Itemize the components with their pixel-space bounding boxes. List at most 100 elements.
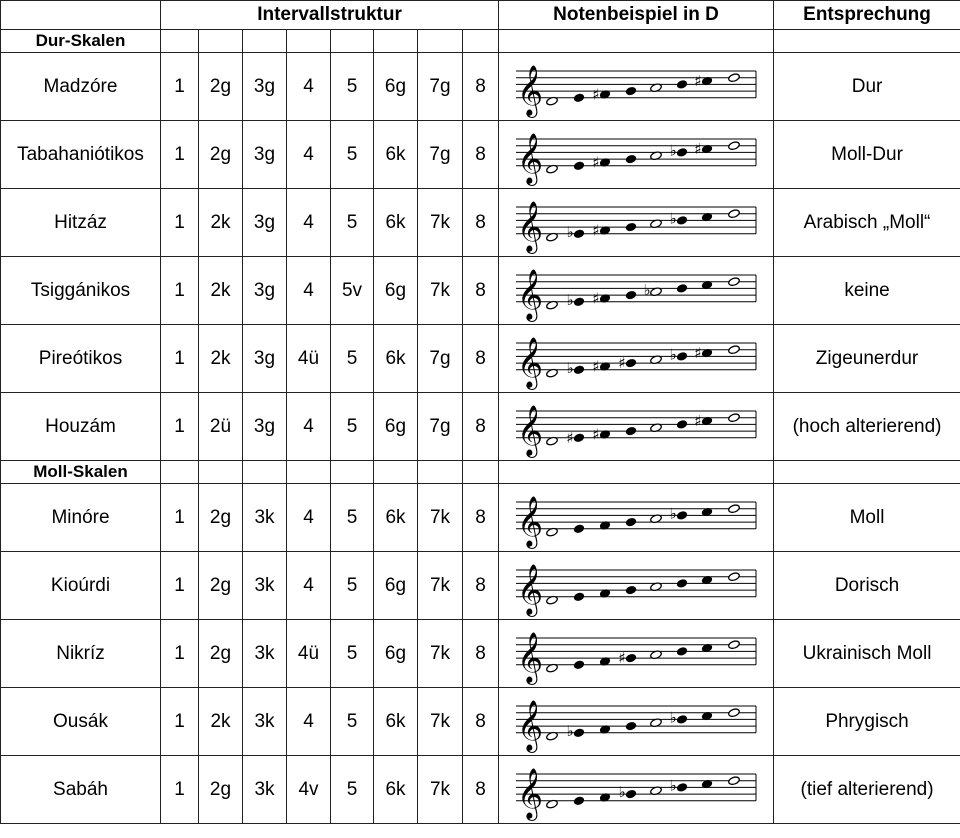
interval-cell: 5 [330, 755, 374, 824]
quarter-note [701, 712, 713, 721]
interval-cell: 7k [417, 483, 463, 552]
header-empty [0, 0, 161, 30]
quarter-note [599, 430, 611, 439]
equivalent-cell: (hoch alterierend) [773, 392, 960, 461]
sharp-icon: ♯ [592, 153, 599, 171]
empty-cell [242, 29, 287, 53]
interval-cell: 8 [461, 392, 500, 461]
treble-clef-icon: 𝄞 [517, 768, 543, 821]
quarter-note [625, 291, 637, 300]
scale-row: Nikríz 1 2g 3k 4ü 5 6g 7k 8 𝄞 ♯ Ukrainisch Moll [0, 619, 960, 688]
interval-cell: 7k [417, 551, 463, 620]
half-note [546, 436, 558, 446]
half-note [650, 83, 662, 93]
header-notes: Notenbeispiel in D [498, 0, 775, 30]
interval-cell: 3g [242, 256, 287, 325]
staff: 𝄞 ♯ ♯ ♯ [516, 405, 757, 458]
notation-cell: 𝄞 ♯ ♯ ♯ [498, 392, 775, 461]
quarter-note [599, 725, 611, 734]
scale-row: Minóre 1 2g 3k 4 5 6k 7k 8 𝄞 ♭ Moll [0, 483, 960, 552]
interval-cell: 2g [198, 619, 243, 688]
interval-cell: 2ü [198, 392, 243, 461]
empty-cell [773, 460, 960, 484]
flat-icon: ♭ [669, 504, 676, 522]
quarter-note [701, 213, 713, 222]
flat-icon: ♭ [669, 345, 676, 363]
quarter-note [701, 145, 713, 154]
empty-cell [286, 29, 331, 53]
staff: 𝄞 ♭ ♯ ♯ ♭ ♯ [516, 337, 757, 390]
section-row: Moll-Skalen [0, 460, 960, 484]
sharp-icon: ♯ [592, 289, 599, 307]
quarter-note [701, 780, 713, 789]
interval-cell: 6g [373, 551, 418, 620]
interval-cell: 1 [160, 483, 199, 552]
half-note [546, 164, 558, 174]
notation-cell: 𝄞 ♯ ♭ ♯ [498, 120, 775, 189]
empty-cell [417, 460, 463, 484]
notation-cell: 𝄞 ♭ ♭ [498, 687, 775, 756]
sharp-icon: ♯ [592, 221, 599, 239]
sharp-icon: ♯ [592, 425, 599, 443]
interval-cell: 5 [330, 619, 374, 688]
interval-cell: 7k [417, 687, 463, 756]
quarter-note [676, 647, 688, 656]
interval-cell: 4 [286, 120, 331, 189]
treble-clef-icon: 𝄞 [517, 133, 543, 186]
interval-cell: 8 [461, 687, 500, 756]
quarter-note [573, 229, 585, 238]
interval-cell: 3k [242, 755, 287, 824]
quarter-note [701, 77, 713, 86]
notation-cell: 𝄞 ♭ ♯ ♭ [498, 256, 775, 325]
interval-cell: 5 [330, 120, 374, 189]
interval-cell: 6k [373, 120, 418, 189]
sharp-icon: ♯ [566, 429, 573, 447]
half-note [728, 141, 740, 150]
half-note [546, 799, 558, 809]
notation-cell: 𝄞 ♭ [498, 483, 775, 552]
interval-cell: 1 [160, 687, 199, 756]
quarter-note [625, 518, 637, 527]
interval-cell: 1 [160, 324, 199, 393]
notation-cell: 𝄞 ♯ [498, 619, 775, 688]
scale-row: Hitzáz 1 2k 3g 4 5 6k 7k 8 𝄞 ♭ ♯ ♭ Arabisch „Moll“ [0, 188, 960, 257]
empty-cell [373, 460, 418, 484]
interval-cell: 4 [286, 483, 331, 552]
interval-cell: 5 [330, 392, 374, 461]
equivalent-cell: Zigeunerdur [773, 324, 960, 393]
half-note [650, 582, 662, 592]
empty-cell [160, 460, 199, 484]
interval-cell: 8 [461, 324, 500, 393]
scale-row: Sabáh 1 2g 3k 4v 5 6k 7k 8 𝄞 ♭ ♭ (tief alterierend) [0, 755, 960, 824]
flat-icon: ♭ [669, 209, 676, 227]
scale-name: Kioúrdi [0, 551, 161, 620]
interval-cell: 3g [242, 324, 287, 393]
notation-cell: 𝄞 [498, 551, 775, 620]
staff: 𝄞 ♭ ♭ [516, 700, 757, 753]
empty-cell [330, 29, 374, 53]
quarter-note [625, 223, 637, 232]
quarter-note [599, 226, 611, 235]
section-row: Dur-Skalen [0, 29, 960, 53]
staff: 𝄞 ♯ ♭ ♯ [516, 133, 757, 186]
equivalent-cell: Arabisch „Moll“ [773, 188, 960, 257]
quarter-note [676, 579, 688, 588]
quarter-note [676, 783, 688, 792]
empty-cell [498, 29, 775, 53]
interval-cell: 3k [242, 687, 287, 756]
notation-cell: 𝄞 ♭ ♯ ♭ [498, 188, 775, 257]
quarter-note [573, 161, 585, 170]
half-note [650, 287, 662, 297]
half-note [650, 718, 662, 728]
section-title: Moll-Skalen [0, 460, 161, 484]
interval-cell: 8 [461, 483, 500, 552]
scale-row: Tabahaniótikos 1 2g 3g 4 5 6k 7g 8 𝄞 ♯ ♭ ♯ Moll-Dur [0, 120, 960, 189]
half-note [728, 640, 740, 649]
interval-cell: 1 [160, 551, 199, 620]
flat-icon: ♭ [566, 223, 573, 241]
scale-name: Madzóre [0, 52, 161, 121]
interval-cell: 6k [373, 483, 418, 552]
half-note [728, 708, 740, 717]
interval-cell: 3k [242, 483, 287, 552]
